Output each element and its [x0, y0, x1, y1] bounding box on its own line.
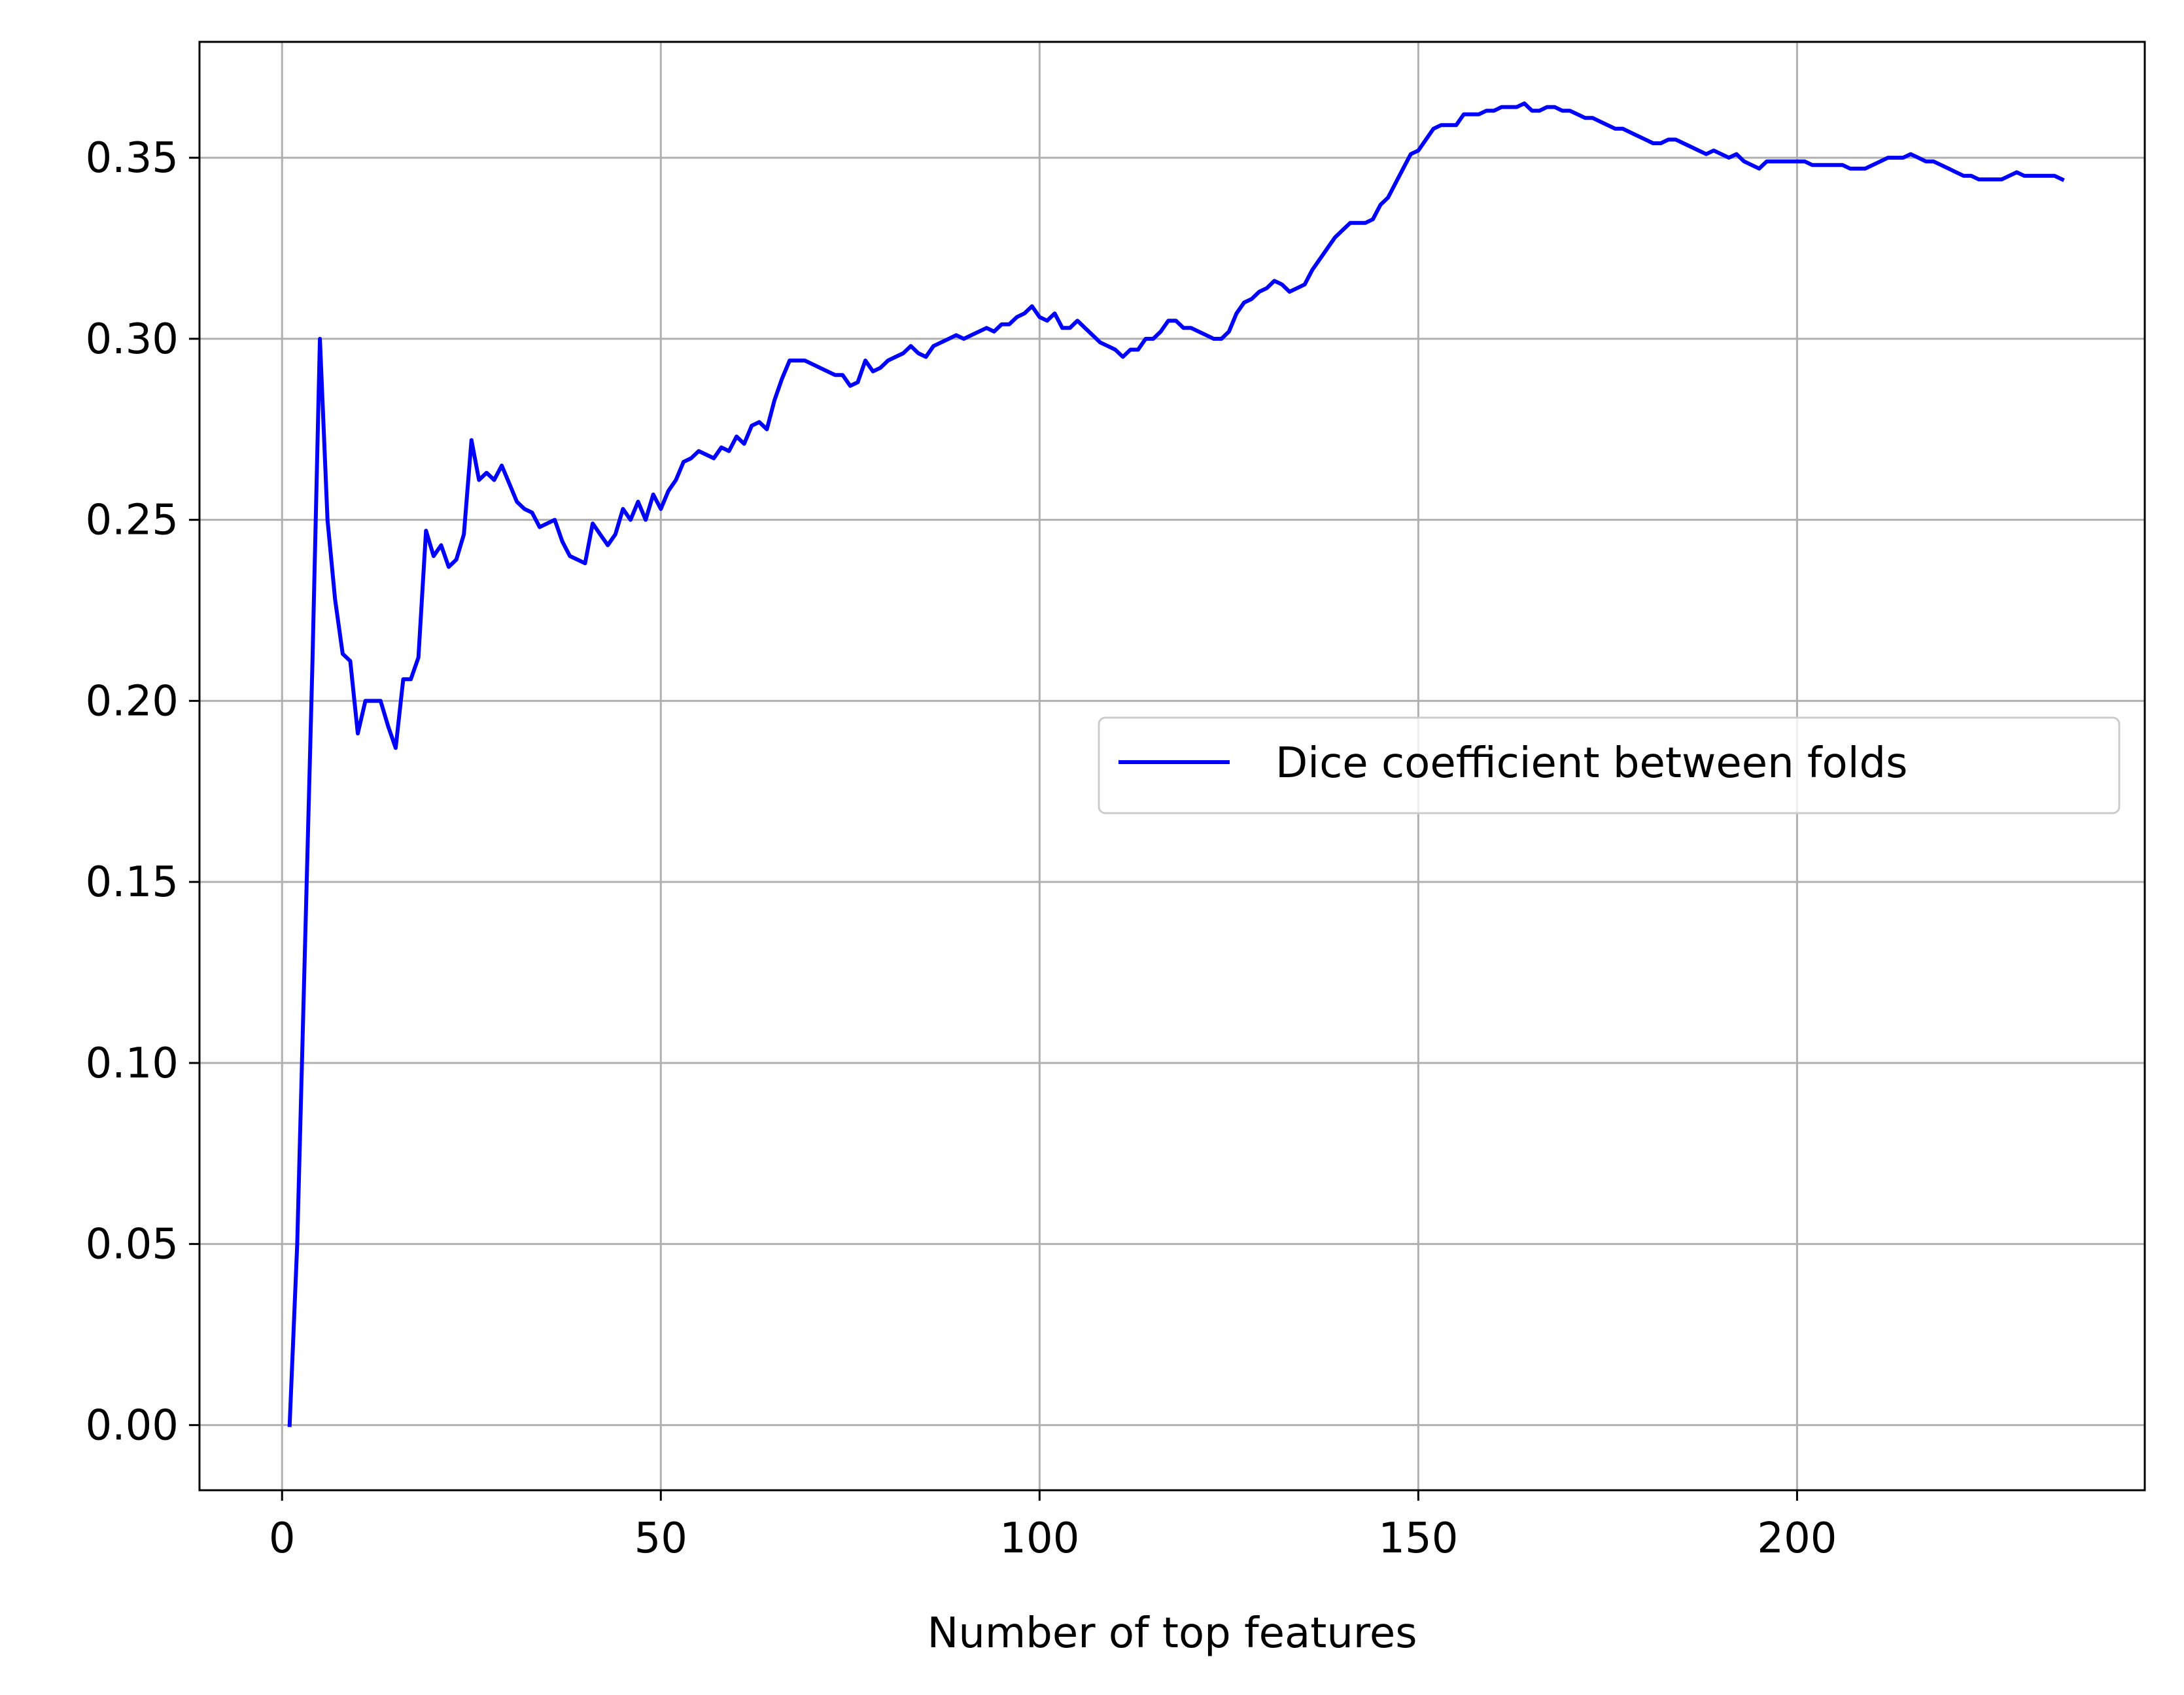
y-tick-label: 0.05 — [86, 1221, 179, 1269]
series-line — [287, 101, 2065, 1427]
plot-frame — [198, 41, 2146, 1492]
x-axis: 0 50 100 150 200 — [269, 1490, 1837, 1563]
legend: Dice coefficient between folds — [1098, 716, 2121, 814]
y-tick-label: 0.15 — [86, 858, 179, 907]
x-tick-label: 200 — [1757, 1514, 1837, 1563]
y-axis: 0.00 0.05 0.10 0.15 0.20 0.25 0.30 0.35 — [86, 134, 199, 1450]
series-layer — [287, 101, 2065, 1427]
grid — [199, 42, 2145, 1490]
x-tick-label: 100 — [999, 1514, 1079, 1563]
x-tick-label: 0 — [269, 1514, 296, 1563]
legend-box — [1098, 716, 2121, 814]
y-tick-label: 0.35 — [86, 134, 179, 183]
x-tick-label: 50 — [634, 1514, 687, 1563]
x-tick-label: 150 — [1378, 1514, 1458, 1563]
y-tick-label: 0.00 — [86, 1401, 179, 1450]
x-axis-title: Number of top features — [927, 1609, 1417, 1658]
y-tick-label: 0.10 — [86, 1040, 179, 1088]
y-tick-label: 0.20 — [86, 677, 179, 725]
y-tick-label: 0.30 — [86, 315, 179, 364]
y-tick-label: 0.25 — [86, 497, 179, 545]
legend-label: Dice coefficient between folds — [1275, 739, 1907, 788]
